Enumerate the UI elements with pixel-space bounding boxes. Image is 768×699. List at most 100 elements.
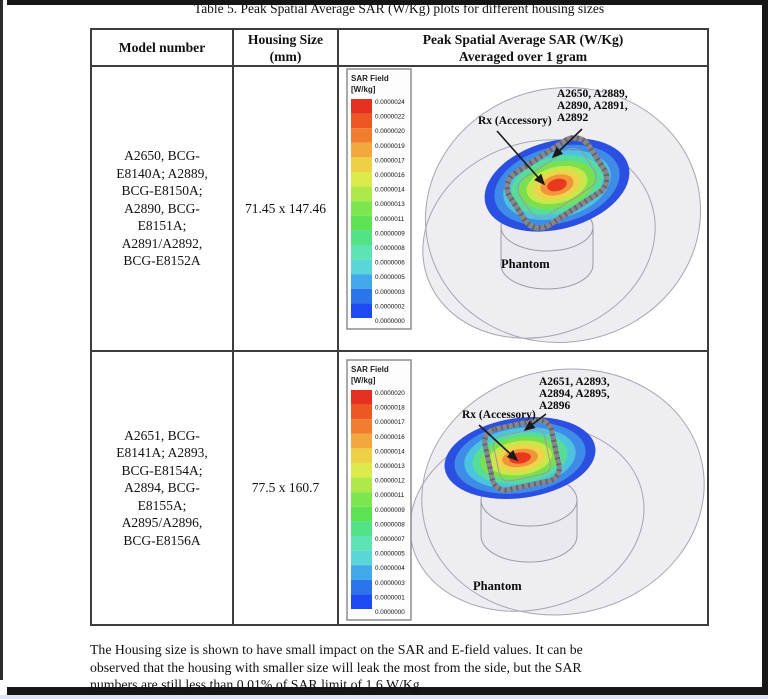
legend-tick-label: 0.0000002 xyxy=(375,303,405,310)
legend-color-segment xyxy=(351,303,372,318)
legend-tick-label: 0.0000006 xyxy=(375,260,405,267)
sar-plot-figure-2: Rx (Accessory) A2651, A2893, A2894, A2895… xyxy=(346,359,705,621)
device-frame xyxy=(482,417,562,493)
legend-color-segment xyxy=(351,99,372,114)
legend-color-segment xyxy=(351,128,372,143)
legend-units: [W/kg] xyxy=(351,376,376,385)
model-number-cell-2: A2651, BCG- E8141A; A2893, BCG-E8154A; A… xyxy=(90,350,234,626)
legend-color-segment xyxy=(351,259,372,275)
legend-color-segment xyxy=(351,288,372,304)
legend-tick-label: 0.0000022 xyxy=(375,114,405,121)
table-caption: Table 5. Peak Spatial Average SAR (W/Kg)… xyxy=(193,1,605,16)
legend-tick-label: 0.0000005 xyxy=(375,274,405,281)
heat-ring xyxy=(547,178,567,192)
legend-tick-label: 0.0000016 xyxy=(375,172,405,179)
sar-heat-blob xyxy=(484,138,630,232)
legend-color-segment xyxy=(351,433,372,449)
housing-size-cell-2: 77.5 x 160.7 xyxy=(232,350,339,626)
sar-plot-cell-2: Rx (Accessory) A2651, A2893, A2894, A2895… xyxy=(337,350,709,626)
legend-tick-label: 0.0000003 xyxy=(375,289,405,296)
page-border-left xyxy=(0,0,3,680)
legend-color-segment xyxy=(351,419,372,434)
sar-table: Model number Housing Size (mm) Peak Spat… xyxy=(90,28,709,626)
legend-tick-label: 0.0000003 xyxy=(375,580,405,587)
sar-legend: SAR Field [W/kg] 0.0000024 0.0000022 0.000… xyxy=(346,68,412,330)
header-housing-size: Housing Size (mm) xyxy=(232,28,339,67)
legend-tick-label: 0.0000020 xyxy=(375,390,405,397)
legend-color-segment xyxy=(351,215,372,231)
rx-accessory-label: Rx (Accessory) xyxy=(462,409,536,421)
legend-tick-label: 0.0000014 xyxy=(375,187,405,194)
housing-size-cell-1: 71.45 x 147.46 xyxy=(232,65,339,352)
legend-color-segment xyxy=(351,201,372,216)
legend-color-segment xyxy=(351,448,372,463)
phantom-label: Phantom xyxy=(473,579,522,593)
legend-color-segment xyxy=(351,506,372,522)
table-header-row: Model number Housing Size (mm) Peak Spat… xyxy=(90,28,709,67)
models-arrow xyxy=(551,128,583,159)
legend-color-segment xyxy=(351,142,372,158)
table-row: A2651, BCG- E8141A; A2893, BCG-E8154A; A… xyxy=(90,350,709,626)
legend-tick-label: 0.0000017 xyxy=(375,419,405,426)
legend-title: SAR Field xyxy=(351,365,389,374)
legend-color-segment xyxy=(351,594,372,609)
legend-color-segment xyxy=(351,463,372,478)
footer-paragraph: The Housing size is shown to have small … xyxy=(90,642,583,692)
legend-tick-label: 0.0000000 xyxy=(375,318,405,325)
legend-color-segment xyxy=(351,113,372,129)
legend-color-segment xyxy=(351,274,372,289)
legend-color-segment xyxy=(351,390,372,405)
legend-color-segment xyxy=(351,521,372,536)
legend-color-segment xyxy=(351,536,372,551)
header-peak-sar: Peak Spatial Average SAR (W/Kg) Averaged… xyxy=(337,28,709,67)
device-models-label: A2651, A2893, A2894, A2895, A2896 xyxy=(539,376,610,412)
page-border-bottom xyxy=(7,687,762,695)
table-row: A2650, BCG- E8140A; A2889, BCG-E8150A; A… xyxy=(90,65,709,352)
legend-units: [W/kg] xyxy=(351,85,376,94)
device-models-label: A2650, A2889, A2890, A2891, A2892 xyxy=(557,88,628,124)
legend-tick-label: 0.0000000 xyxy=(375,609,405,616)
legend-tick-label: 0.0000007 xyxy=(375,536,405,543)
page-border-right xyxy=(762,4,768,699)
rx-arrow xyxy=(478,424,519,462)
sar-plot-figure-1: Rx (Accessory) A2650, A2889, A2890, A2891… xyxy=(346,68,702,343)
legend-tick-label: 0.0000001 xyxy=(375,594,405,601)
legend-tick-label: 0.0000024 xyxy=(375,99,405,106)
legend-tick-label: 0.0000019 xyxy=(375,143,405,150)
legend-color-segment xyxy=(351,565,372,580)
page-border-top xyxy=(7,0,768,5)
rx-accessory-label: Rx (Accessory) xyxy=(478,115,552,127)
sar-plot-cell-1: Rx (Accessory) A2650, A2889, A2890, A2891… xyxy=(337,65,709,352)
model-number-cell-1: A2650, BCG- E8140A; A2889, BCG-E8150A; A… xyxy=(90,65,234,352)
legend-color-segment xyxy=(351,186,372,202)
legend-color-segment xyxy=(351,157,372,172)
device-frame xyxy=(504,135,610,231)
legend-tick-label: 0.0000009 xyxy=(375,507,405,514)
legend-tick-label: 0.0000013 xyxy=(375,201,405,208)
legend-tick-label: 0.0000020 xyxy=(375,128,405,135)
legend-tick-label: 0.0000008 xyxy=(375,245,405,252)
legend-tick-label: 0.0000013 xyxy=(375,463,405,470)
legend-tick-label: 0.0000008 xyxy=(375,521,405,528)
legend-color-segment xyxy=(351,245,372,260)
legend-color-segment xyxy=(351,404,372,420)
models-arrow xyxy=(523,413,547,431)
header-model-number: Model number xyxy=(90,28,234,67)
legend-color-segment xyxy=(351,230,372,245)
legend-color-segment xyxy=(351,172,372,187)
phantom-label: Phantom xyxy=(501,257,550,271)
legend-tick-label: 0.0000004 xyxy=(375,565,405,572)
legend-tick-label: 0.0000014 xyxy=(375,448,405,455)
viewport-edge-strip xyxy=(0,695,768,699)
legend-tick-label: 0.0000009 xyxy=(375,230,405,237)
legend-color-segment xyxy=(351,492,372,507)
legend-tick-label: 0.0000016 xyxy=(375,434,405,441)
legend-tick-label: 0.0000011 xyxy=(375,492,405,499)
legend-tick-label: 0.0000018 xyxy=(375,405,405,412)
legend-title: SAR Field xyxy=(351,74,389,83)
legend-color-segment xyxy=(351,579,372,595)
legend-tick-label: 0.0000012 xyxy=(375,478,405,485)
legend-tick-label: 0.0000005 xyxy=(375,551,405,558)
legend-color-segment xyxy=(351,477,372,493)
legend-tick-label: 0.0000017 xyxy=(375,157,405,164)
